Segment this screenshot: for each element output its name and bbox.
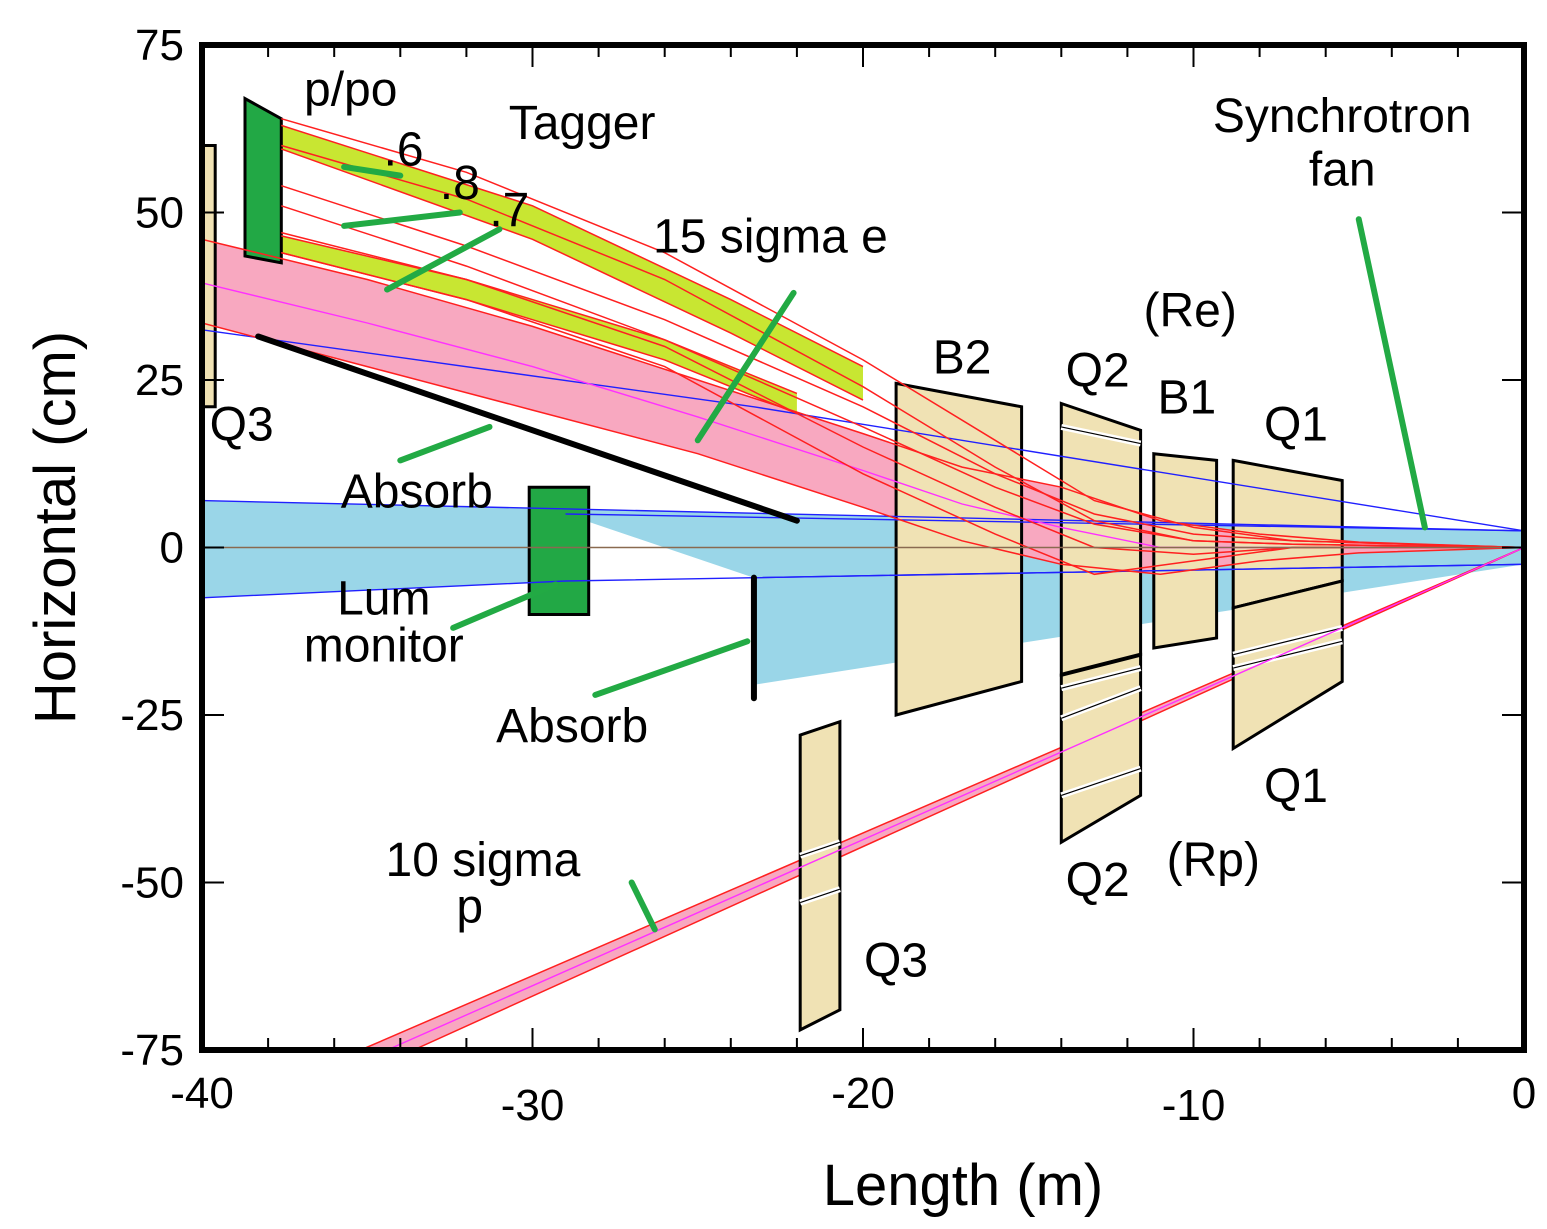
y-tick-label: -25 [120,691,184,740]
magnet-aperture-line-4 [1233,640,1343,669]
annotation-label: Lum [337,573,430,626]
y-tick-label: -50 [120,859,184,908]
absorber-0 [255,333,800,524]
annotation-label: Absorb [341,465,493,518]
annotation-label: 10 sigma [386,834,581,887]
tagged-electron-trajectory-0 [281,117,1524,549]
annotation-label: Q3 [864,934,928,987]
annotation-label: Q2 [1066,854,1130,907]
y-tick-label: -75 [120,1026,184,1075]
momentum-band-lower-0 [281,148,864,401]
tagged-electron-trajectory-4 [281,231,1524,555]
magnet-aperture-line-3 [1233,627,1343,656]
annotation-label: (Rp) [1167,834,1260,887]
tagged-electron-trajectory-5 [281,251,1524,576]
leader-8 [341,209,463,229]
magnet-aperture-line-1 [1061,687,1141,719]
leader-6 [341,163,404,179]
annotation-label: monitor [304,619,464,672]
magnet-aperture-line-6 [800,888,841,904]
annotation-label: .7 [489,184,529,237]
y-tick-label: 0 [160,524,184,573]
magnet-aperture-line-5 [800,841,841,857]
magnet-b2 [894,381,1024,717]
magnet-q1-p [1231,579,1344,752]
annotation-label: Synchrotron [1213,90,1472,143]
y-tick-label: 25 [135,356,184,405]
annotation-label: Q1 [1264,760,1328,813]
leader-absorb-upper [397,423,493,464]
annotation-label: .6 [384,124,424,177]
momentum-band-0 [281,125,863,401]
annotation-label: Tagger [509,97,656,150]
leader-10sigma [628,879,658,933]
annotation-label: Absorb [496,700,648,753]
annotation-label: B2 [933,331,992,384]
proton-orbit [386,546,1524,1050]
leader-7 [384,226,503,293]
momentum-band-upper-0 [281,124,864,368]
fan-edge-inner-upper [565,513,1524,532]
leader-lum [450,581,559,631]
magnet-aperture-line-0 [1061,667,1141,689]
tagged-electron-trajectory-3 [281,205,1524,549]
annotation-label: Q3 [210,398,274,451]
line-layer [202,117,1524,1050]
annotation-label: B1 [1158,372,1217,425]
magnet-b1 [1152,452,1219,650]
magnet-q3-tagger [202,144,217,409]
fan-edge-tagger [202,329,1524,532]
leader-absorb-lower [592,638,751,698]
leader-15sigma [694,289,797,444]
detector-lum-monitor [527,485,591,616]
y-axis-title: Horizontal (cm) [23,331,88,724]
annotation-label: Q2 [1066,345,1130,398]
text-layer: -40 -30 -20 -10 0 75 50 25 0 -25 -50 -75 Length (m) H… [23,21,1536,1218]
momentum-band-upper-1 [281,235,798,395]
y-tick-label: 75 [135,21,184,70]
magnet-q2-divider [1060,652,1142,677]
detector-tagger [243,96,283,265]
magnet-q3-p [798,719,842,1033]
magnet-aperture-line-2 [1061,768,1141,796]
annotation-label: 15 sigma e [653,211,888,264]
x-tick-label: -20 [831,1069,895,1118]
y-tick-label: 50 [135,189,184,238]
plot-frame [199,42,1527,1053]
magnet-aperture-line-7 [1061,426,1141,445]
fan-edge-upper [202,499,1524,532]
annotation-label: (Re) [1144,284,1237,337]
annotation-label: .8 [440,157,480,210]
x-tick-label: -40 [170,1069,234,1118]
annotation-label: p [456,881,483,934]
leader-synchrotron [1355,216,1428,531]
fan-edge-inner [202,563,1524,599]
annotation-label: fan [1309,144,1376,197]
x-tick-label: 0 [1512,1069,1536,1118]
annotation-label: Q1 [1264,398,1328,451]
electron-envelope-upper-edge [202,238,1524,549]
annotation-label: p/po [304,63,397,116]
x-tick-label: -30 [501,1081,565,1130]
x-axis-title: Length (m) [823,1153,1103,1218]
x-tick-label: -10 [1162,1081,1226,1130]
electron-envelope-lower-edge [202,322,1524,576]
tagged-electron-trajectory-2 [281,184,1524,549]
